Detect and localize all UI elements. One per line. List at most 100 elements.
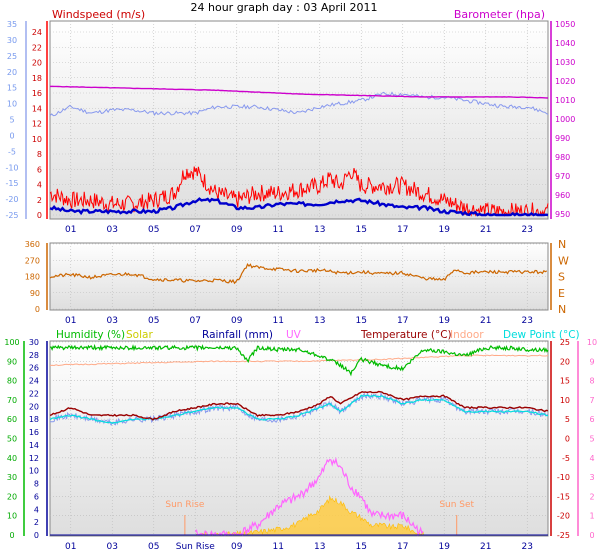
wind-y-tick-label: 4 [37, 181, 42, 190]
direction-series [49, 262, 548, 285]
rain-y-tick-label: 24 [29, 377, 39, 386]
temp-y-tick-label: 10 [7, 100, 17, 109]
wind-gridlines [50, 21, 548, 219]
rain-y-tick-label: 28 [29, 351, 39, 360]
wind-x-tick-label: 05 [148, 225, 159, 235]
direction-x-tick-label: 15 [356, 316, 367, 326]
wind-x-tick-label: 07 [190, 225, 201, 235]
barometer-line [49, 85, 549, 99]
compass-label: W [558, 254, 569, 267]
temp-y-tick-label: -20 [557, 512, 570, 521]
legend-entry: Indoor [450, 329, 484, 341]
wind-y-tick-label: 0 [37, 211, 42, 220]
compass-label: E [558, 287, 565, 300]
temp-y-tick-label: 25 [560, 338, 570, 347]
sensor-x-tick-label: 01 [65, 542, 76, 552]
humidity-y-tick-label: 90 [7, 357, 17, 366]
rain-y-tick-label: 20 [29, 402, 39, 411]
baro-y-tick-label: 1030 [555, 58, 575, 67]
wind-y-tick-label: 16 [32, 89, 42, 98]
chart-title: 24 hour graph day : 03 April 2011 [191, 1, 378, 14]
wind-y-tick-label: 8 [37, 150, 42, 159]
sensor-tick-labels: 1009080706050403020100302826242220181614… [4, 338, 597, 552]
humidity-y-tick-label: 60 [7, 415, 17, 424]
humidity-y-tick-label: 30 [7, 473, 17, 482]
temp-y-tick-label: 25 [7, 52, 17, 61]
direction-x-tick-label: 17 [397, 316, 408, 326]
sensor-x-tick-label: 11 [273, 542, 284, 552]
sensor-x-tick-label: 09 [231, 542, 243, 552]
direction-x-tick-label: 13 [314, 316, 325, 326]
wind-y-tick-label: 18 [32, 74, 42, 83]
compass-label: N [558, 303, 566, 316]
average-windspeed-line [49, 197, 549, 217]
rain-y-tick-label: 2 [34, 518, 39, 527]
legend-entry: Humidity (%) [56, 329, 125, 341]
temp-y-tick-label: -20 [5, 195, 18, 204]
direction-x-tick-label: 03 [107, 316, 118, 326]
wind-y-tick-label: 12 [32, 120, 42, 129]
wind-y-tick-label: 6 [37, 165, 42, 174]
wind-y-tick-label: 2 [37, 196, 42, 205]
rain-y-tick-label: 8 [34, 480, 39, 489]
direction-x-tick-label: 09 [231, 316, 243, 326]
temperature-line [49, 390, 549, 421]
temp-y-tick-label: 5 [565, 415, 570, 424]
direction-y-tick-label: 270 [25, 256, 40, 265]
uv-y-tick-label: 1 [589, 512, 594, 521]
direction-gridlines [50, 243, 548, 310]
baro-y-tick-label: 1010 [555, 96, 575, 105]
temp-y-tick-label: 15 [560, 377, 570, 386]
rain-y-tick-label: 12 [29, 454, 39, 463]
wind-axis-label: Windspeed (m/s) [52, 8, 145, 21]
sensor-x-tick-label: 05 [148, 542, 159, 552]
rain-y-tick-label: 30 [29, 338, 39, 347]
wind-x-tick-label: 11 [273, 225, 284, 235]
temp-y-tick-label: -15 [5, 179, 18, 188]
compass-label: N [558, 238, 566, 251]
humidity-y-tick-label: 80 [7, 377, 17, 386]
temp-y-tick-label: 10 [560, 396, 570, 405]
wind-baro-panel: Windspeed (m/s) Barometer (hpa) 24222018… [5, 8, 575, 235]
wind-x-tick-label: 17 [397, 225, 408, 235]
humidity-y-tick-label: 10 [7, 512, 17, 521]
baro-y-tick-label: 1020 [555, 77, 575, 86]
temp-y-tick-label: -10 [557, 473, 570, 482]
uv-line [194, 456, 424, 537]
wind-x-tick-label: 01 [65, 225, 76, 235]
temp-y-tick-label: 35 [7, 20, 17, 29]
wind-x-tick-label: 03 [107, 225, 118, 235]
windspeed-line [49, 166, 549, 217]
uv-y-tick-label: 8 [589, 377, 594, 386]
sensor-legend: Humidity (%) Solar Rainfall (mm) UV Temperat… [56, 329, 580, 341]
legend-entry: Temperature (°C) [360, 329, 452, 341]
uv-y-tick-label: 2 [589, 492, 594, 501]
temp-y-tick-label: 30 [7, 36, 17, 45]
wind-y-tick-label: 14 [32, 104, 42, 113]
direction-x-tick-label: 01 [65, 316, 76, 326]
sensor-x-tick-label: 23 [522, 542, 533, 552]
rain-y-tick-label: 22 [29, 389, 39, 398]
uv-y-tick-label: 5 [589, 435, 594, 444]
humidity-y-tick-label: 50 [7, 435, 17, 444]
indoor-line [49, 354, 549, 367]
humidity-y-tick-label: 40 [7, 454, 17, 463]
sunset-annotation: Sun Set [439, 500, 474, 510]
wind-plot-area [49, 20, 549, 220]
uv-y-tick-label: 7 [589, 396, 594, 405]
temperature-line [49, 91, 549, 117]
temp-y-tick-label: -25 [5, 211, 18, 220]
direction-x-tick-label: 19 [439, 316, 451, 326]
sunrise-annotation: Sun Rise [165, 500, 204, 510]
wind-x-tick-label: 09 [231, 225, 243, 235]
sensor-x-tick-label: 03 [107, 542, 118, 552]
uv-y-tick-label: 10 [587, 338, 597, 347]
rain-y-tick-label: 6 [34, 492, 39, 501]
baro-y-tick-label: 970 [555, 172, 570, 181]
wind-series [49, 85, 549, 217]
rain-y-tick-label: 0 [34, 531, 39, 540]
multi-sensor-panel: Humidity (%) Solar Rainfall (mm) UV Temperat… [4, 329, 597, 552]
humidity-y-tick-label: 0 [9, 531, 14, 540]
direction-x-tick-label: 21 [480, 316, 491, 326]
